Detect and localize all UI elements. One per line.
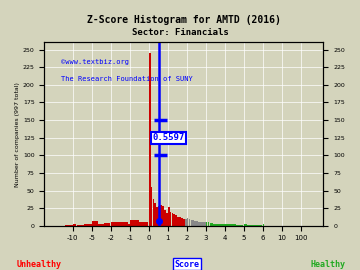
Bar xyxy=(200,222,202,226)
Bar xyxy=(160,205,162,226)
Bar xyxy=(198,222,200,226)
Text: Healthy: Healthy xyxy=(310,260,345,269)
Bar xyxy=(156,207,158,226)
Bar xyxy=(104,223,110,226)
Text: Score: Score xyxy=(175,260,200,269)
Bar xyxy=(181,218,183,226)
Bar xyxy=(263,224,264,226)
Bar xyxy=(208,222,210,226)
Bar xyxy=(88,224,91,226)
Text: The Research Foundation of SUNY: The Research Foundation of SUNY xyxy=(61,76,193,82)
Bar xyxy=(213,224,215,226)
Bar xyxy=(166,213,168,226)
Text: 0.5597: 0.5597 xyxy=(152,133,184,142)
Bar xyxy=(172,213,173,226)
Bar xyxy=(219,224,221,226)
Bar xyxy=(232,224,236,226)
Bar xyxy=(98,224,104,226)
Bar xyxy=(130,220,139,226)
Bar xyxy=(196,221,198,226)
Bar xyxy=(65,225,69,226)
Bar xyxy=(202,222,204,226)
Bar xyxy=(174,214,175,226)
Bar xyxy=(164,210,166,226)
Bar xyxy=(92,221,98,226)
Bar xyxy=(149,53,150,226)
Bar xyxy=(190,220,192,226)
Bar xyxy=(221,224,222,226)
Bar xyxy=(185,220,186,226)
Bar xyxy=(84,224,88,226)
Bar xyxy=(223,224,225,226)
Bar xyxy=(187,218,189,226)
Bar xyxy=(217,224,219,226)
Bar xyxy=(211,223,213,226)
Bar xyxy=(175,215,177,226)
Bar xyxy=(151,187,152,226)
Bar xyxy=(69,225,73,226)
Bar xyxy=(215,224,217,226)
Bar xyxy=(193,220,194,226)
Bar xyxy=(225,224,228,226)
Bar xyxy=(77,225,80,226)
Text: ©www.textbiz.org: ©www.textbiz.org xyxy=(61,59,129,65)
Bar xyxy=(120,224,138,226)
Bar xyxy=(251,225,255,226)
Bar xyxy=(73,224,76,226)
Bar xyxy=(247,225,251,226)
Bar xyxy=(229,224,232,226)
Bar xyxy=(162,206,164,226)
Bar xyxy=(80,225,84,226)
Bar xyxy=(139,222,148,226)
Bar xyxy=(204,222,206,226)
Bar xyxy=(236,225,240,226)
Text: Unhealthy: Unhealthy xyxy=(17,260,62,269)
Bar xyxy=(170,212,171,226)
Bar xyxy=(259,225,262,226)
Bar xyxy=(158,206,160,226)
Bar xyxy=(153,199,154,226)
Bar xyxy=(210,223,211,226)
Bar xyxy=(154,203,156,226)
Bar xyxy=(255,225,258,226)
Bar xyxy=(183,219,185,226)
Bar xyxy=(244,224,247,226)
Title: Z-Score Histogram for AMTD (2016): Z-Score Histogram for AMTD (2016) xyxy=(87,15,281,25)
Bar xyxy=(194,221,196,226)
Bar xyxy=(179,217,181,226)
Bar xyxy=(177,217,179,226)
Bar xyxy=(168,207,170,226)
Text: Sector: Financials: Sector: Financials xyxy=(132,28,228,37)
Bar xyxy=(189,220,190,226)
Bar xyxy=(111,222,128,226)
Y-axis label: Number of companies (997 total): Number of companies (997 total) xyxy=(15,82,20,187)
Bar xyxy=(206,222,207,226)
Bar xyxy=(240,225,243,226)
